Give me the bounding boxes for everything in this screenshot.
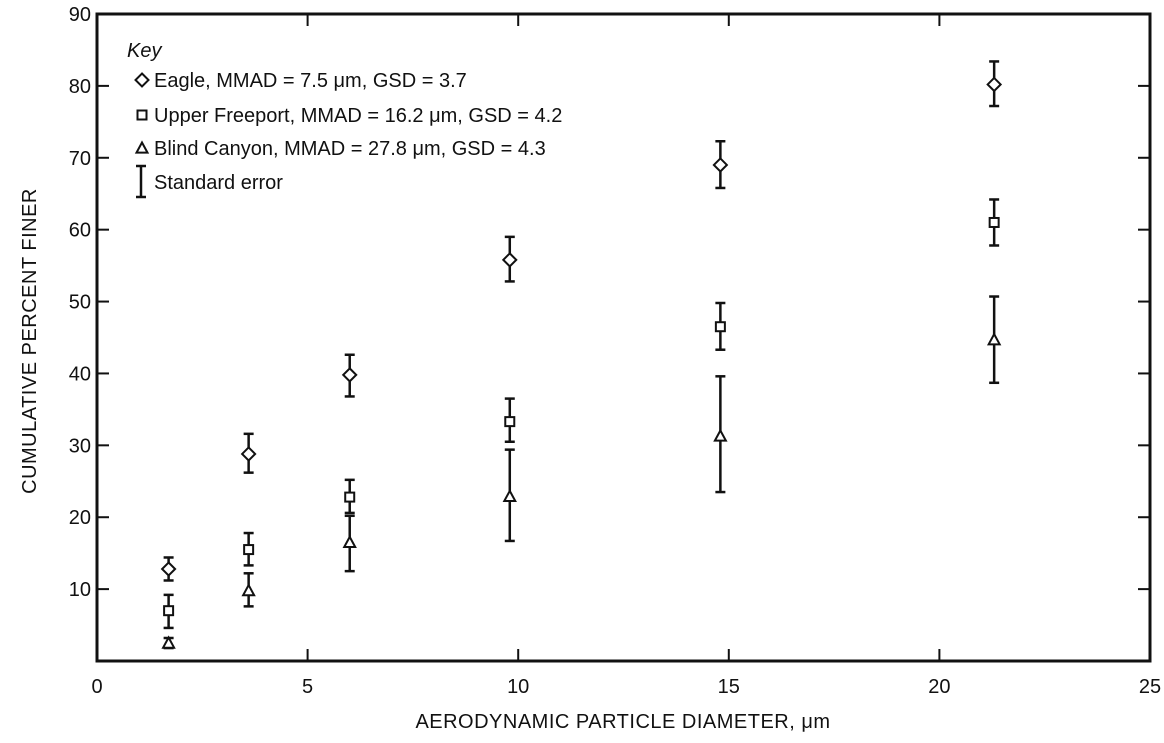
y-tick-label: 80 xyxy=(69,76,91,98)
legend-label-eagle: Eagle, MMAD = 7.5 μm, GSD = 3.7 xyxy=(154,70,467,92)
legend-label-blind-canyon: Blind Canyon, MMAD = 27.8 μm, GSD = 4.3 xyxy=(154,138,546,160)
data-point-diamond xyxy=(240,446,257,462)
data-point-triangle xyxy=(502,488,517,503)
legend-symbol-diamond xyxy=(134,72,150,88)
y-tick-label: 70 xyxy=(69,148,91,170)
series-diamond xyxy=(160,60,1003,582)
legend-entry-upper-freeport: Upper Freeport, MMAD = 16.2 μm, GSD = 4.… xyxy=(136,105,562,127)
y-tick-label: 30 xyxy=(69,435,91,457)
data-point-diamond xyxy=(986,76,1003,93)
legend-entry-eagle: Eagle, MMAD = 7.5 μm, GSD = 3.7 xyxy=(134,70,467,92)
x-tick-label: 20 xyxy=(928,676,950,698)
x-axis-label: AERODYNAMIC PARTICLE DIAMETER, μm xyxy=(415,711,830,733)
legend-label-upper-freeport: Upper Freeport, MMAD = 16.2 μm, GSD = 4.… xyxy=(154,105,562,127)
y-tick-label: 50 xyxy=(69,292,91,314)
x-tick-label: 10 xyxy=(507,676,529,698)
data-point-square xyxy=(504,416,516,428)
data-point-triangle xyxy=(161,635,176,649)
data-point-square xyxy=(344,491,356,503)
y-axis-label: CUMULATIVE PERCENT FINER xyxy=(19,188,41,494)
legend-symbol-triangle xyxy=(134,140,150,154)
data-point-diamond xyxy=(160,561,177,577)
data-point-diamond xyxy=(341,366,358,383)
legend-label-standard-error: Standard error xyxy=(154,172,283,194)
x-tick-label: 0 xyxy=(91,676,102,698)
legend-entry-blind-canyon: Blind Canyon, MMAD = 27.8 μm, GSD = 4.3 xyxy=(134,138,546,160)
legend: Key Eagle, MMAD = 7.5 μm, GSD = 3.7 Uppe… xyxy=(127,40,562,199)
data-point-square xyxy=(163,605,175,617)
axes-layer xyxy=(95,12,1152,663)
data-point-square xyxy=(988,216,1000,228)
series-triangle xyxy=(161,295,1002,650)
y-tick-label: 60 xyxy=(69,220,91,242)
legend-symbol-square xyxy=(136,109,148,121)
x-tick-label: 5 xyxy=(302,676,313,698)
plot-frame xyxy=(95,12,1152,663)
data-point-triangle xyxy=(342,534,357,549)
legend-error-bar-icon xyxy=(136,164,146,199)
y-tick-label: 10 xyxy=(69,579,91,601)
data-point-diamond xyxy=(712,157,729,173)
data-point-square xyxy=(243,544,255,556)
legend-marker-triangle-icon xyxy=(134,140,150,154)
legend-title: Key xyxy=(127,40,162,62)
data-point-triangle xyxy=(713,428,728,442)
data-point-diamond xyxy=(501,251,518,268)
data-point-triangle xyxy=(986,332,1002,346)
y-tick-label: 40 xyxy=(69,363,91,385)
legend-marker-diamond-icon xyxy=(134,72,150,88)
series-square xyxy=(163,198,1000,630)
data-point-square xyxy=(714,321,726,333)
y-tick-label: 90 xyxy=(69,4,91,26)
x-tick-label: 25 xyxy=(1139,676,1161,698)
series-layer xyxy=(160,60,1003,650)
legend-marker-square-icon xyxy=(136,109,148,121)
y-tick-label: 20 xyxy=(69,507,91,529)
ticks-layer: 10 20 30 40 50 60 70 80 90 0 5 10 15 20 25 xyxy=(69,4,1161,698)
x-tick-label: 15 xyxy=(718,676,740,698)
legend-entry-standard-error: Standard error xyxy=(136,164,283,199)
data-point-triangle xyxy=(241,582,256,597)
